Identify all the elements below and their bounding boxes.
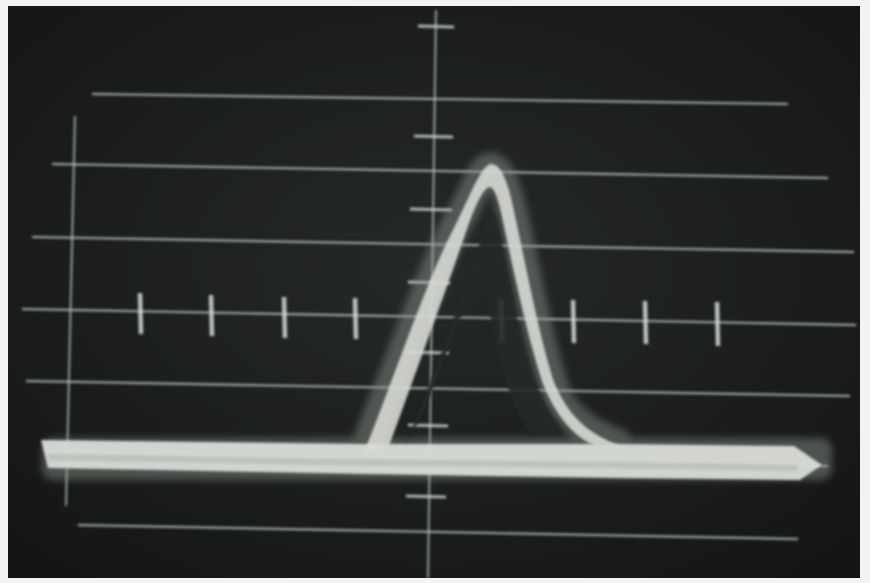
graticule-line-2: [51, 162, 829, 180]
vertical-tick-3: [409, 207, 453, 212]
baseline-trace: [41, 440, 822, 480]
baseline-shading: [47, 453, 799, 472]
graticule-line-1: [91, 92, 789, 106]
pulse-inner-dark: [406, 214, 563, 444]
horizontal-tick-3: [281, 296, 288, 339]
oscilloscope-screen: [8, 6, 860, 578]
oscilloscope-display: [8, 6, 860, 578]
horizontal-tick-4: [352, 297, 359, 340]
vertical-axis-ticks: [405, 24, 455, 499]
horizontal-tick-2: [208, 294, 215, 337]
graticule-line-5: [25, 379, 851, 398]
graticule-line-7: [77, 523, 799, 541]
horizontal-tick-7: [642, 300, 649, 345]
vertical-tick-7: [405, 494, 447, 499]
vertical-tick-2: [413, 134, 454, 139]
horizontal-tick-8: [714, 301, 721, 347]
pulse-trace: [364, 163, 621, 452]
vertical-tick-1: [417, 24, 455, 29]
pulse-fill: [364, 163, 621, 452]
horizontal-tick-6: [570, 299, 577, 344]
horizontal-tick-1: [137, 292, 144, 335]
